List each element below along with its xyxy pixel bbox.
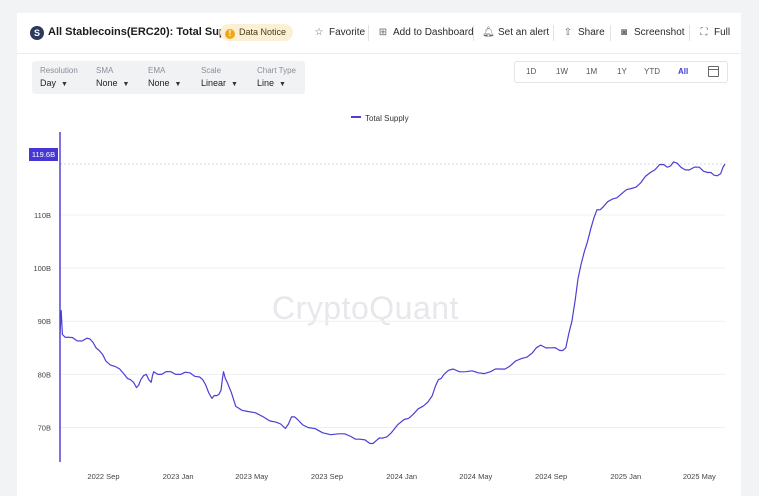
x-tick-label: 2023 Jan bbox=[163, 472, 194, 481]
bell-icon: 🔔︎ bbox=[482, 27, 495, 38]
y-tick-label: 100B bbox=[33, 264, 51, 273]
y-tick-label: 90B bbox=[38, 317, 51, 326]
y-tick-label: 80B bbox=[38, 370, 51, 379]
range-1y-button[interactable]: 1Y bbox=[617, 67, 627, 76]
calendar-icon[interactable] bbox=[708, 66, 719, 77]
camera-icon: ◙ bbox=[620, 27, 628, 38]
caret-down-icon: ▼ bbox=[231, 81, 238, 88]
fullscreen-label: Full bbox=[714, 27, 731, 38]
toolbar-divider bbox=[368, 25, 369, 41]
resolution-label: Resolution bbox=[40, 66, 78, 75]
resolution-select[interactable]: Resolution Day ▼ bbox=[40, 66, 78, 88]
favorite-label: Favorite bbox=[329, 27, 366, 38]
share-button[interactable]: ⇧ Share bbox=[562, 27, 605, 38]
toolbar-divider bbox=[473, 25, 474, 41]
range-1m-button[interactable]: 1M bbox=[586, 67, 598, 76]
set-alert-label: Set an alert bbox=[498, 27, 550, 38]
range-ytd-button[interactable]: YTD bbox=[644, 67, 660, 76]
set-alert-button[interactable]: 🔔︎ Set an alert bbox=[482, 27, 549, 38]
ema-value: None bbox=[148, 78, 170, 88]
x-tick-label: 2024 Sep bbox=[535, 472, 567, 481]
stablecoin-logo-icon: S bbox=[30, 26, 44, 40]
y-tick-label: 70B bbox=[38, 423, 51, 432]
data-notice-badge[interactable]: ! Data Notice bbox=[220, 24, 294, 41]
scale-value: Linear bbox=[201, 78, 227, 88]
line-chart: 70B 80B 90B 100B 110B 2022 Sep 2023 Jan 2023 Ma… bbox=[33, 132, 726, 481]
chart-header: S All Stablecoins(ERC20): Total Supply !… bbox=[17, 13, 741, 54]
legend-label: Total Supply bbox=[365, 114, 409, 123]
range-1d-button[interactable]: 1D bbox=[526, 67, 537, 76]
warning-icon: ! bbox=[225, 29, 235, 39]
caret-down-icon: ▼ bbox=[122, 81, 130, 88]
scale-select[interactable]: Scale Linear ▼ bbox=[201, 66, 238, 88]
x-tick-label: 2024 Jan bbox=[386, 472, 417, 481]
chart-card: S All Stablecoins(ERC20): Total Supply !… bbox=[17, 13, 741, 496]
toolbar-divider bbox=[610, 25, 611, 41]
sma-select[interactable]: SMA None ▼ bbox=[96, 66, 129, 88]
share-icon: ⇧ bbox=[563, 27, 573, 38]
chart-type-select[interactable]: Chart Type Line ▼ bbox=[257, 66, 296, 88]
watermark: CryptoQuant bbox=[272, 290, 459, 326]
favorite-button[interactable]: ☆ Favorite bbox=[313, 27, 366, 38]
toolbar-divider bbox=[553, 25, 554, 41]
time-range-selector: 1D 1W 1M 1Y YTD All bbox=[514, 61, 728, 83]
add-to-dashboard-label: Add to Dashboard bbox=[393, 27, 474, 38]
star-icon: ☆ bbox=[314, 27, 324, 38]
toolbar-divider bbox=[689, 25, 690, 41]
x-tick-label: 2024 May bbox=[459, 472, 492, 481]
scale-label: Scale bbox=[201, 66, 222, 75]
x-tick-label: 2022 Sep bbox=[87, 472, 119, 481]
caret-down-icon: ▼ bbox=[279, 81, 286, 88]
x-tick-label: 2023 May bbox=[235, 472, 268, 481]
ema-select[interactable]: EMA None ▼ bbox=[148, 66, 181, 88]
x-tick-label: 2025 Jan bbox=[610, 472, 641, 481]
x-tick-label: 2025 May bbox=[683, 472, 716, 481]
x-tick-label: 2023 Sep bbox=[311, 472, 343, 481]
fullscreen-icon: ⛶ bbox=[700, 27, 708, 38]
add-to-dashboard-button[interactable]: ⊞ Add to Dashboard bbox=[377, 27, 474, 38]
sma-value: None bbox=[96, 78, 118, 88]
fullscreen-button[interactable]: ⛶ Full bbox=[698, 27, 731, 38]
data-notice-label: Data Notice bbox=[239, 27, 287, 37]
sma-label: SMA bbox=[96, 66, 114, 75]
ema-label: EMA bbox=[148, 66, 166, 75]
resolution-value: Day bbox=[40, 78, 57, 88]
range-all-button[interactable]: All bbox=[678, 67, 689, 76]
screenshot-button[interactable]: ◙ Screenshot bbox=[618, 27, 685, 38]
share-label: Share bbox=[578, 27, 605, 38]
chart-type-label: Chart Type bbox=[257, 66, 296, 75]
legend-swatch bbox=[351, 116, 361, 118]
chart-controls: Resolution Day ▼ SMA None ▼ EMA None ▼ Scal… bbox=[32, 61, 305, 94]
range-1w-button[interactable]: 1W bbox=[556, 67, 568, 76]
caret-down-icon: ▼ bbox=[61, 81, 68, 88]
caret-down-icon: ▼ bbox=[174, 81, 182, 88]
series-line-total-supply bbox=[59, 161, 726, 445]
screenshot-label: Screenshot bbox=[634, 27, 685, 38]
y-tick-label: 110B bbox=[34, 211, 51, 220]
current-value-badge: 119.6B bbox=[29, 148, 58, 161]
dashboard-add-icon: ⊞ bbox=[378, 27, 388, 38]
chart-legend[interactable]: Total Supply bbox=[351, 114, 409, 123]
page-title: All Stablecoins(ERC20): Total Supply bbox=[48, 26, 242, 38]
chart-type-value: Line bbox=[257, 78, 275, 88]
